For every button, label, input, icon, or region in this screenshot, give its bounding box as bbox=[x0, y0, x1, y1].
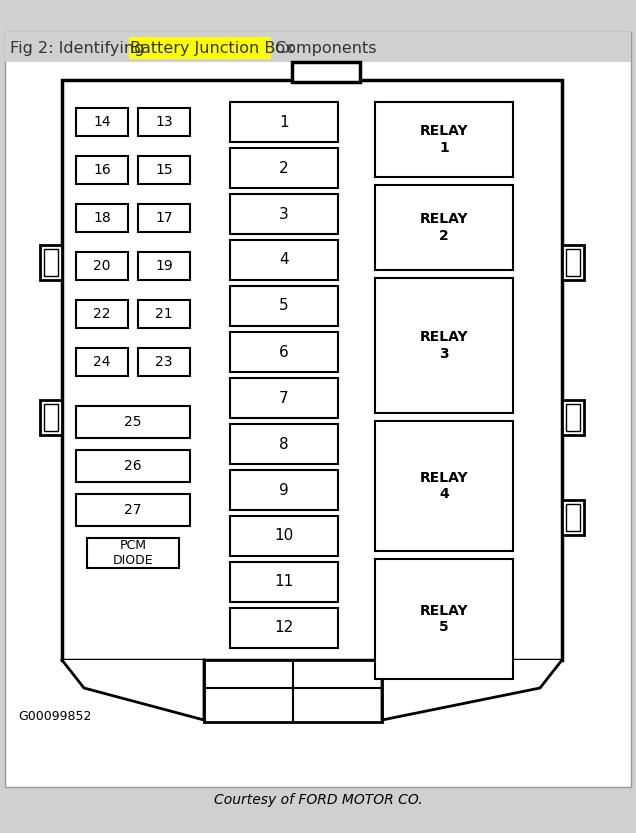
Text: 22: 22 bbox=[93, 307, 111, 321]
Bar bbox=[62, 80, 562, 660]
Bar bbox=[138, 300, 190, 328]
Bar bbox=[566, 249, 580, 276]
Polygon shape bbox=[62, 660, 562, 720]
Text: 13: 13 bbox=[155, 115, 173, 129]
Text: 10: 10 bbox=[274, 528, 294, 543]
Bar bbox=[76, 108, 128, 136]
Bar bbox=[138, 156, 190, 184]
Text: 21: 21 bbox=[155, 307, 173, 321]
Text: 19: 19 bbox=[155, 259, 173, 273]
Text: 25: 25 bbox=[124, 415, 142, 429]
Bar bbox=[76, 348, 128, 376]
Text: 7: 7 bbox=[279, 391, 289, 406]
Text: Components: Components bbox=[270, 41, 377, 56]
Text: 20: 20 bbox=[93, 259, 111, 273]
Text: 5: 5 bbox=[279, 298, 289, 313]
Bar bbox=[230, 562, 338, 602]
Bar bbox=[138, 108, 190, 136]
Bar bbox=[76, 204, 128, 232]
Bar bbox=[230, 516, 338, 556]
Bar bbox=[44, 404, 58, 431]
Bar bbox=[76, 156, 128, 184]
Text: 8: 8 bbox=[279, 436, 289, 451]
Text: 9: 9 bbox=[279, 482, 289, 497]
Text: 17: 17 bbox=[155, 211, 173, 225]
Text: 26: 26 bbox=[124, 459, 142, 473]
Bar bbox=[375, 102, 513, 177]
Bar bbox=[562, 500, 584, 535]
Text: 16: 16 bbox=[93, 163, 111, 177]
Bar bbox=[230, 608, 338, 648]
Text: 2: 2 bbox=[279, 161, 289, 176]
Bar bbox=[566, 504, 580, 531]
Text: 18: 18 bbox=[93, 211, 111, 225]
Text: RELAY
1: RELAY 1 bbox=[420, 124, 468, 155]
Bar bbox=[76, 252, 128, 280]
Text: PCM
DIODE: PCM DIODE bbox=[113, 539, 153, 567]
Bar bbox=[76, 450, 190, 482]
Bar bbox=[138, 348, 190, 376]
Bar bbox=[40, 400, 62, 435]
Text: G00099852: G00099852 bbox=[18, 710, 92, 723]
Bar bbox=[292, 62, 360, 82]
Bar bbox=[204, 660, 382, 722]
Bar bbox=[230, 148, 338, 188]
Text: Courtesy of FORD MOTOR CO.: Courtesy of FORD MOTOR CO. bbox=[214, 793, 422, 807]
Bar bbox=[562, 400, 584, 435]
Bar bbox=[230, 240, 338, 280]
Text: Battery Junction Box: Battery Junction Box bbox=[130, 41, 294, 56]
Bar bbox=[566, 404, 580, 431]
Bar bbox=[375, 278, 513, 413]
Text: 1: 1 bbox=[279, 114, 289, 129]
Text: 11: 11 bbox=[274, 575, 294, 590]
Bar bbox=[230, 194, 338, 234]
Text: 27: 27 bbox=[124, 503, 142, 517]
Bar bbox=[5, 32, 631, 62]
Bar bbox=[230, 378, 338, 418]
Bar bbox=[138, 252, 190, 280]
Text: 24: 24 bbox=[93, 355, 111, 369]
Text: 6: 6 bbox=[279, 345, 289, 360]
Bar bbox=[76, 300, 128, 328]
Bar bbox=[40, 245, 62, 280]
Bar bbox=[230, 332, 338, 372]
Text: RELAY
3: RELAY 3 bbox=[420, 331, 468, 361]
Bar bbox=[562, 245, 584, 280]
Bar bbox=[230, 470, 338, 510]
Bar bbox=[44, 249, 58, 276]
Bar bbox=[87, 538, 179, 568]
Text: 14: 14 bbox=[93, 115, 111, 129]
Bar bbox=[138, 204, 190, 232]
Bar bbox=[375, 421, 513, 551]
Bar bbox=[375, 559, 513, 679]
Text: Fig 2: Identifying: Fig 2: Identifying bbox=[10, 41, 149, 56]
Text: RELAY
5: RELAY 5 bbox=[420, 604, 468, 634]
Text: 15: 15 bbox=[155, 163, 173, 177]
Text: 4: 4 bbox=[279, 252, 289, 267]
Bar bbox=[128, 37, 271, 59]
Bar bbox=[76, 494, 190, 526]
Text: 3: 3 bbox=[279, 207, 289, 222]
Bar bbox=[230, 102, 338, 142]
Text: 12: 12 bbox=[274, 621, 294, 636]
Text: 23: 23 bbox=[155, 355, 173, 369]
Bar bbox=[230, 286, 338, 326]
Text: RELAY
4: RELAY 4 bbox=[420, 471, 468, 501]
Bar bbox=[375, 185, 513, 270]
Text: RELAY
2: RELAY 2 bbox=[420, 212, 468, 242]
Bar bbox=[230, 424, 338, 464]
Bar bbox=[76, 406, 190, 438]
